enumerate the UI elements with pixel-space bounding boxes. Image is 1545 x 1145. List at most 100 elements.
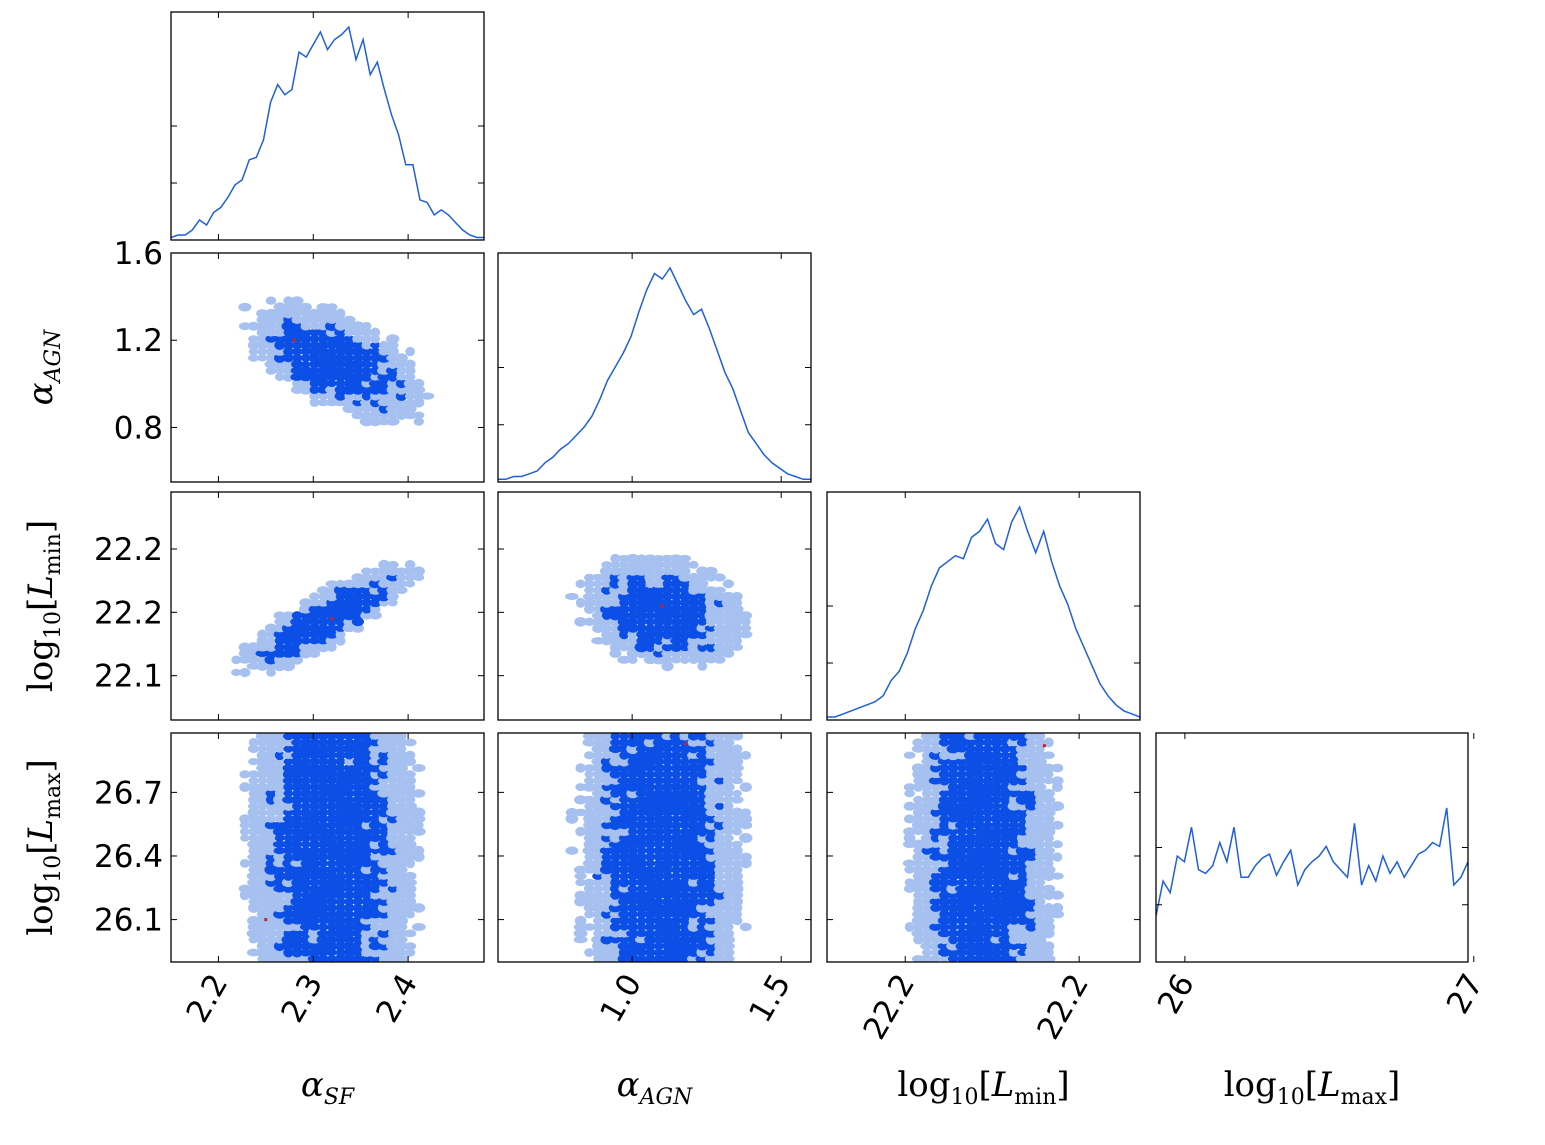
density-cell	[619, 750, 629, 760]
density-cell	[342, 315, 356, 324]
density-cell	[627, 776, 638, 785]
density-cell	[591, 757, 605, 766]
density-cell	[1000, 847, 1011, 855]
density-cell	[256, 661, 268, 672]
density-cell	[930, 808, 941, 817]
density-cell	[619, 923, 629, 931]
density-cell	[730, 877, 744, 888]
density-cell	[688, 865, 700, 875]
density-cell	[247, 744, 260, 754]
density-cell	[282, 751, 295, 759]
density-cell	[1016, 788, 1029, 798]
density-cell	[902, 859, 917, 868]
density-cell	[273, 611, 286, 620]
density-cell	[1026, 782, 1037, 792]
density-cell	[394, 750, 408, 760]
density-cell	[256, 783, 268, 792]
density-cell	[290, 871, 304, 881]
density-cell	[981, 782, 994, 792]
density-cell	[335, 764, 346, 772]
density-cell	[300, 327, 312, 338]
density-cell	[912, 807, 924, 818]
density-cell	[705, 751, 717, 759]
density-cell	[299, 378, 313, 389]
density-cell	[627, 605, 638, 613]
density-cell	[334, 315, 347, 325]
density-cell	[937, 929, 952, 938]
density-cell	[360, 372, 373, 382]
density-cell	[360, 756, 373, 767]
density-cell	[626, 573, 640, 582]
density-cell	[274, 745, 285, 753]
density-cell	[309, 398, 320, 407]
density-cell	[669, 859, 683, 868]
density-cell	[282, 801, 295, 811]
density-cell	[669, 954, 683, 962]
density-cell	[697, 897, 708, 906]
density-cell	[998, 796, 1013, 804]
density-cell	[309, 885, 320, 893]
density-cell	[930, 941, 942, 951]
density-cell	[652, 777, 665, 785]
density-cell	[361, 567, 373, 575]
density-cell	[972, 840, 987, 849]
density-cell	[317, 346, 329, 357]
density-cell	[627, 885, 638, 893]
density-cell	[696, 751, 709, 760]
density-cell	[696, 629, 709, 640]
density-cell	[956, 833, 968, 843]
density-cell	[991, 885, 1002, 893]
density-cell	[281, 738, 296, 747]
density-cell	[723, 865, 734, 875]
density-cell	[998, 834, 1012, 842]
density-cell	[361, 788, 372, 799]
density-cell	[351, 922, 364, 932]
density-cell	[583, 891, 596, 900]
density-cell	[713, 573, 726, 582]
density-cell	[583, 733, 596, 740]
density-cell	[939, 847, 950, 855]
density-cell	[1016, 769, 1030, 779]
density-cell	[662, 598, 673, 608]
density-cell	[387, 782, 398, 792]
density-cell	[662, 764, 673, 772]
density-cell	[714, 807, 725, 818]
density-cell	[635, 941, 648, 951]
density-cell	[265, 308, 277, 319]
density-cell	[584, 617, 595, 626]
density-cell	[334, 372, 347, 382]
density-cell	[913, 795, 924, 804]
density-cell	[920, 897, 934, 906]
density-cell	[335, 903, 346, 913]
density-cell	[344, 757, 355, 766]
density-cell	[722, 579, 735, 589]
density-cell	[352, 579, 363, 589]
density-cell	[921, 745, 933, 753]
density-cell	[635, 903, 648, 913]
density-cell	[316, 948, 330, 957]
density-cell	[325, 733, 338, 740]
density-cell	[326, 923, 337, 931]
density-cell	[360, 733, 374, 741]
density-cell	[739, 782, 752, 792]
density-cell	[722, 649, 735, 658]
density-cell	[731, 845, 743, 856]
density-cell	[662, 655, 673, 664]
density-cell	[574, 890, 587, 900]
density-cell	[704, 764, 718, 772]
density-cell	[920, 954, 934, 962]
density-cell	[618, 821, 630, 830]
density-cell	[999, 852, 1012, 862]
density-cell	[352, 890, 364, 901]
density-cell	[1007, 826, 1021, 837]
density-cell	[247, 858, 260, 869]
density-cell	[678, 776, 692, 785]
density-cell	[318, 821, 329, 830]
density-cell	[1051, 776, 1064, 786]
density-cell	[714, 733, 725, 740]
density-cell	[705, 948, 717, 957]
density-cell	[592, 872, 604, 880]
density-cell	[335, 865, 346, 875]
density-cell	[343, 591, 355, 602]
density-cell	[627, 597, 638, 608]
